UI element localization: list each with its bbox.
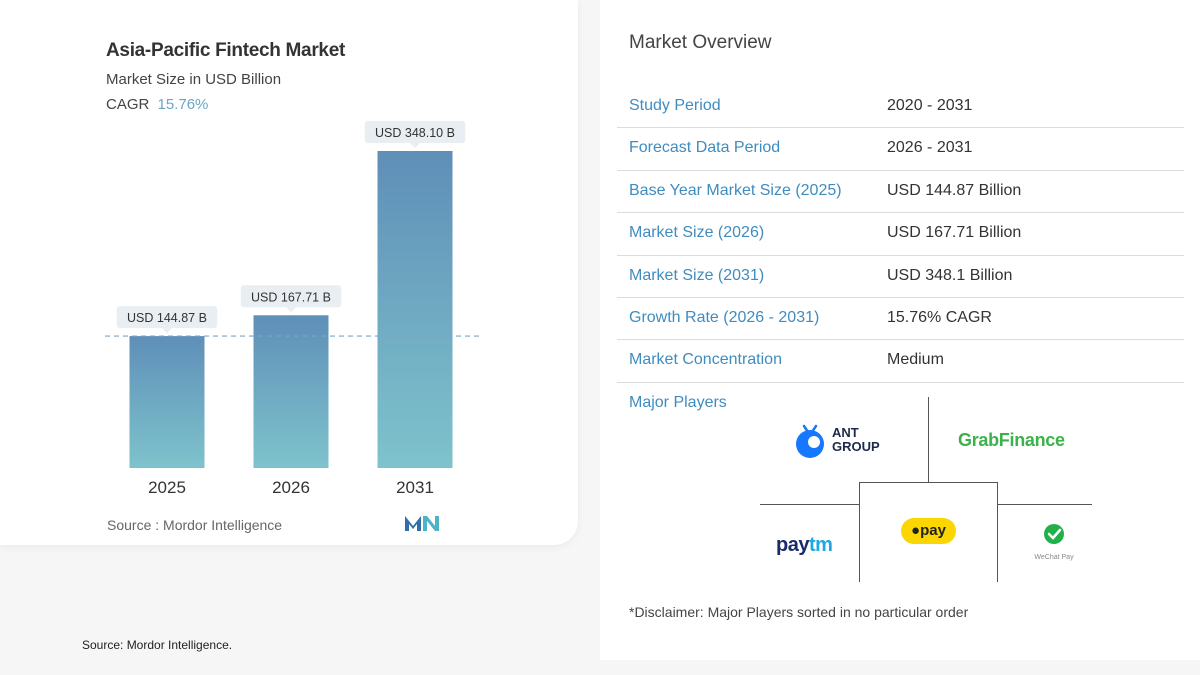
data-label: USD 144.87 B xyxy=(127,311,207,325)
cagr-value: 15.76% xyxy=(157,96,209,113)
overview-row: Market Concentration Medium xyxy=(617,340,1184,383)
ant-icon xyxy=(796,424,824,458)
wechat-label: WeChat Pay xyxy=(1034,554,1074,561)
row-label: Growth Rate (2026 - 2031) xyxy=(629,308,820,326)
grid-divider xyxy=(997,482,998,582)
wechat-pay-logo: WeChat Pay xyxy=(1032,523,1076,561)
grid-divider xyxy=(859,482,998,483)
overview-row: Market Size (2026) USD 167.71 Billion xyxy=(617,213,1184,256)
cagr-label: CAGR xyxy=(106,96,150,113)
overview-row: Growth Rate (2026 - 2031) 15.76% CAGR xyxy=(617,298,1184,341)
data-label: USD 348.10 B xyxy=(375,126,455,140)
overview-panel xyxy=(600,0,1200,660)
data-label-box xyxy=(240,285,342,308)
chart-subtitle: Market Size in USD Billion xyxy=(106,71,282,88)
row-value: Medium xyxy=(887,351,944,369)
players-grid xyxy=(760,397,1092,582)
overview-row: Market Size (2031) USD 348.1 Billion xyxy=(617,256,1184,298)
row-value: 15.76% CAGR xyxy=(887,308,992,326)
disclaimer: *Disclaimer: Major Players sorted in no … xyxy=(629,604,969,620)
chart-card: Asia-Pacific Fintech Market Market Size … xyxy=(0,0,578,545)
overview-row: Base Year Market Size (2025) USD 144.87 … xyxy=(617,171,1184,214)
row-value: USD 348.1 Billion xyxy=(887,266,1013,284)
paytm-tm: tm xyxy=(808,534,833,556)
data-label-pointer xyxy=(162,328,172,334)
row-value: USD 167.71 Billion xyxy=(887,224,1022,242)
footer-source: Source: Mordor Intelligence. xyxy=(82,638,233,652)
grid-divider xyxy=(997,504,1092,505)
row-label: Market Size (2026) xyxy=(629,224,765,242)
bar-2025 xyxy=(129,336,205,468)
paytm-pay: pay xyxy=(776,534,809,556)
x-tick-label: 2025 xyxy=(148,478,186,497)
chart-cagr: CAGR 15.76% xyxy=(106,96,208,113)
row-label: Market Size (2031) xyxy=(629,266,765,284)
mordor-logo-icon xyxy=(405,516,439,531)
overview-row: Forecast Data Period 2026 - 2031 xyxy=(617,128,1184,171)
row-value: 2020 - 2031 xyxy=(887,97,973,114)
row-value: USD 144.87 Billion xyxy=(887,181,1022,199)
overview-table: Study Period 2020 - 2031 Forecast Data P… xyxy=(617,86,1184,383)
data-label-box xyxy=(116,306,218,329)
grid-divider xyxy=(859,482,860,582)
bar-chart: USD 144.87 B 2025 USD 167.71 B 2026 USD 348.… xyxy=(105,121,482,497)
overview-title: Market Overview xyxy=(629,32,772,53)
row-label: Market Concentration xyxy=(629,351,782,369)
grabfinance-logo: GrabFinance xyxy=(958,430,1065,450)
ant-line1: ANT xyxy=(832,425,859,440)
row-label: Forecast Data Period xyxy=(629,139,781,157)
chart-title: Asia-Pacific Fintech Market xyxy=(106,40,345,61)
x-tick-label: 2026 xyxy=(272,478,310,497)
major-players-label: Major Players xyxy=(629,394,727,411)
ant-line2: GROUP xyxy=(832,439,880,454)
bar-2026 xyxy=(253,315,329,468)
data-label-box xyxy=(364,121,466,143)
bar-2031 xyxy=(377,151,453,468)
kakaopay-logo: ●pay xyxy=(901,518,956,544)
data-label: USD 167.71 B xyxy=(251,290,331,304)
row-value: 2026 - 2031 xyxy=(887,139,973,157)
grid-divider xyxy=(928,397,929,482)
data-label-pointer xyxy=(286,307,296,313)
data-label-pointer xyxy=(410,143,420,148)
row-label: Study Period xyxy=(629,97,721,114)
grid-divider xyxy=(760,504,859,505)
overview-row: Study Period 2020 - 2031 xyxy=(617,86,1184,129)
x-tick-label: 2031 xyxy=(396,478,434,497)
wechat-icon xyxy=(1044,524,1064,544)
paytm-logo: paytm xyxy=(776,534,833,557)
ant-group-logo: ANT GROUP xyxy=(794,420,880,460)
chart-source: Source : Mordor Intelligence xyxy=(107,517,283,533)
row-label: Base Year Market Size (2025) xyxy=(629,181,842,199)
